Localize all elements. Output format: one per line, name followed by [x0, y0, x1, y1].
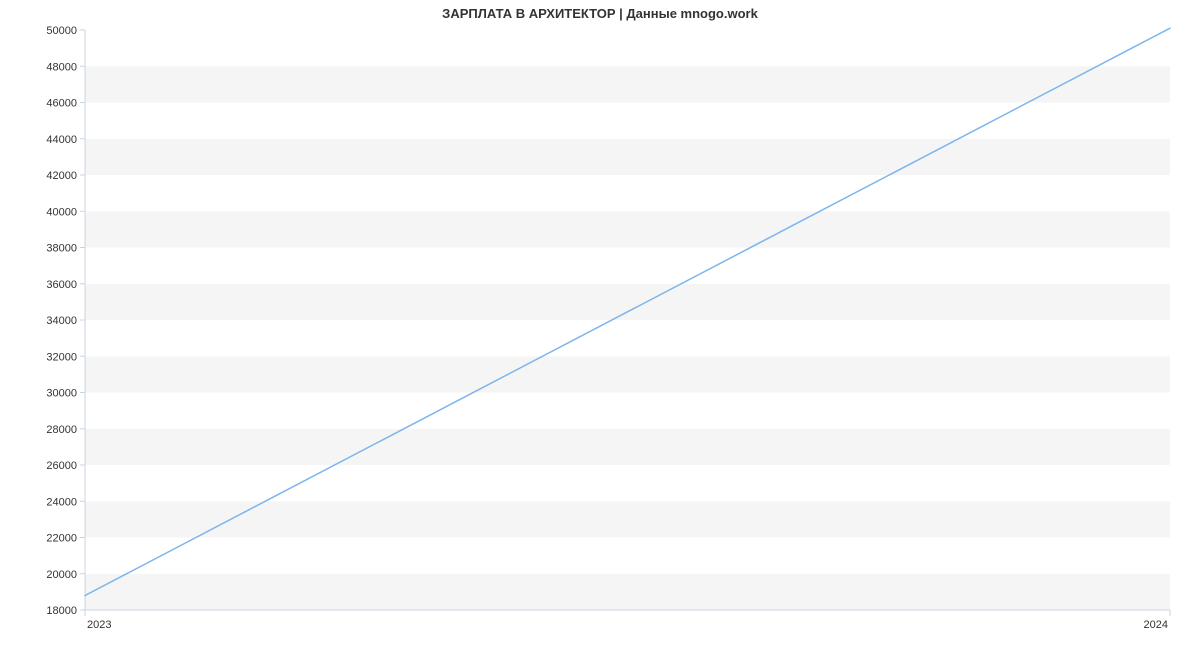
grid-band	[85, 139, 1170, 175]
y-tick-label: 34000	[46, 315, 77, 327]
y-tick-label: 22000	[46, 533, 77, 545]
grid-band	[85, 284, 1170, 320]
grid-band	[85, 175, 1170, 211]
y-tick-label: 36000	[46, 279, 77, 291]
x-tick-label: 2023	[87, 619, 111, 631]
grid-band	[85, 356, 1170, 392]
grid-band	[85, 103, 1170, 139]
y-tick-label: 32000	[46, 351, 77, 363]
y-tick-label: 40000	[46, 206, 77, 218]
grid-band	[85, 30, 1170, 66]
grid-band	[85, 465, 1170, 501]
chart-title: ЗАРПЛАТА В АРХИТЕКТОР | Данные mnogo.wor…	[0, 6, 1200, 21]
salary-line-chart: ЗАРПЛАТА В АРХИТЕКТОР | Данные mnogo.wor…	[0, 0, 1200, 650]
grid-band	[85, 66, 1170, 102]
y-tick-label: 18000	[46, 605, 77, 617]
y-tick-label: 44000	[46, 134, 77, 146]
y-tick-label: 46000	[46, 98, 77, 110]
y-tick-label: 30000	[46, 388, 77, 400]
x-tick-label: 2024	[1144, 619, 1168, 631]
y-tick-label: 38000	[46, 243, 77, 255]
y-tick-label: 48000	[46, 61, 77, 73]
grid-band	[85, 393, 1170, 429]
y-tick-label: 24000	[46, 496, 77, 508]
grid-band	[85, 211, 1170, 247]
grid-band	[85, 538, 1170, 574]
y-tick-label: 50000	[46, 25, 77, 37]
grid-band	[85, 574, 1170, 610]
y-tick-label: 42000	[46, 170, 77, 182]
chart-svg: 18000 20000 22000 24000 26000 28000 30000 32000…	[0, 0, 1200, 650]
grid-band	[85, 429, 1170, 465]
y-tick-label: 20000	[46, 569, 77, 581]
y-tick-label: 28000	[46, 424, 77, 436]
grid-band	[85, 501, 1170, 537]
grid-band	[85, 248, 1170, 284]
y-tick-label: 26000	[46, 460, 77, 472]
grid-band	[85, 320, 1170, 356]
